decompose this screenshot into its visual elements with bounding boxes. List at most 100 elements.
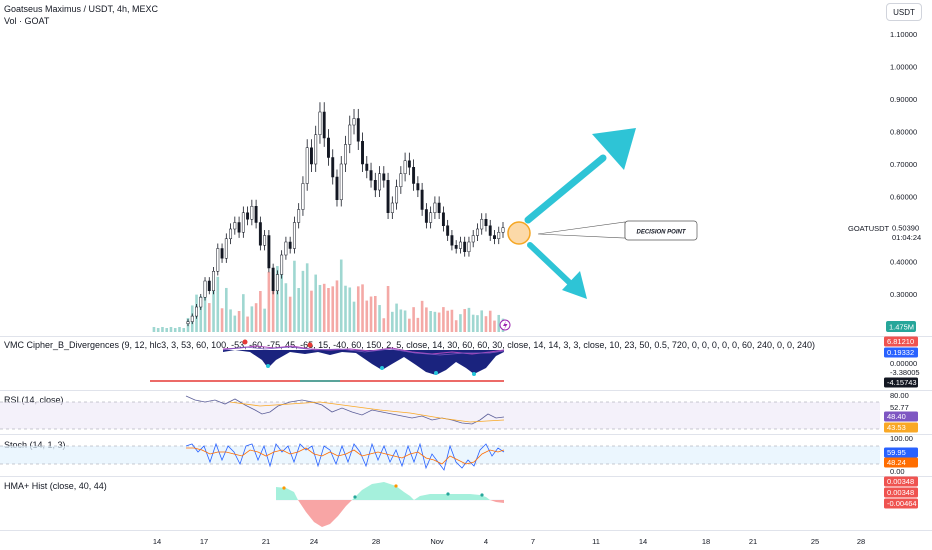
candle-body xyxy=(433,202,437,213)
candle-body xyxy=(322,111,326,139)
price-axis[interactable]: 1.10000 1.00000 0.90000 0.80000 0.70000 0.600… xyxy=(890,30,919,299)
candle-body xyxy=(386,180,390,213)
drawing-arrows[interactable]: DECISION POINT xyxy=(507,128,698,299)
indicator-tick: 52.77 xyxy=(890,403,909,412)
candle-body xyxy=(382,173,386,181)
pane-separator[interactable] xyxy=(0,336,932,337)
volume-bar xyxy=(173,328,177,332)
value-badge-bg xyxy=(884,347,918,358)
hma-neg2 xyxy=(490,500,504,503)
volume-bar xyxy=(246,316,249,332)
volume-bar xyxy=(169,327,173,332)
rsi-legend[interactable]: RSI (14, close) xyxy=(4,395,64,405)
currency-button[interactable]: USDT xyxy=(886,3,922,21)
volume-bar xyxy=(250,306,254,332)
stoch-pane xyxy=(0,442,880,471)
pane-separator[interactable] xyxy=(0,434,932,435)
date-tick: Nov xyxy=(430,537,444,546)
volume-bar xyxy=(339,259,343,332)
value-badge-bg xyxy=(884,476,918,487)
volume-bar xyxy=(433,311,437,332)
value-badge: 0.00348 xyxy=(887,477,914,486)
arrow-up-head xyxy=(592,128,636,170)
candle-body xyxy=(361,141,364,165)
vmc-dot xyxy=(472,372,476,376)
pane-separator[interactable] xyxy=(0,476,932,477)
date-tick: 21 xyxy=(749,537,757,546)
indicator-badges: 6.81210 0.19332 0.00000-3.38005-4.15743 80.… xyxy=(884,336,920,509)
volume-bar xyxy=(216,276,220,332)
volume-bar xyxy=(403,310,407,332)
volume-bar xyxy=(280,264,283,332)
volume-bar xyxy=(220,308,224,332)
rsi-pane xyxy=(0,395,880,430)
hma-pos3 xyxy=(414,494,490,500)
candle-body xyxy=(365,163,369,171)
price-tick: 0.40000 xyxy=(890,258,917,267)
volume-badge-bg xyxy=(886,321,916,332)
volume-bar xyxy=(165,328,169,332)
candle-body xyxy=(297,209,301,223)
countdown-label: 01:04:24 xyxy=(892,233,921,242)
volume-bar xyxy=(203,281,207,332)
volume-bar xyxy=(348,287,352,332)
candle-body xyxy=(501,227,505,233)
arrow-up-shaft xyxy=(524,154,607,224)
candle-body xyxy=(314,134,318,165)
candle-body xyxy=(207,280,211,291)
volume-bar xyxy=(467,307,471,332)
candle-body xyxy=(195,306,198,317)
volume-bar xyxy=(318,284,322,332)
candle-body xyxy=(344,144,347,165)
volume-bar xyxy=(484,316,488,332)
candle-body xyxy=(437,202,441,213)
candle-body xyxy=(275,274,279,291)
price-tick: 1.10000 xyxy=(890,30,917,39)
volume-bar xyxy=(212,275,215,332)
value-badge-bg xyxy=(884,487,918,498)
hma-legend[interactable]: HMA+ Hist (close, 40, 44) xyxy=(4,481,107,491)
callout-text: DECISION POINT xyxy=(636,230,686,236)
candle-body xyxy=(224,238,228,259)
volume-bar xyxy=(156,328,160,332)
vmc-pane xyxy=(150,339,505,382)
candle-body xyxy=(309,147,313,165)
candle-body xyxy=(212,271,215,291)
volume-bar xyxy=(242,294,245,332)
candle-body xyxy=(403,160,407,174)
volume-bar xyxy=(310,290,313,332)
candle-body xyxy=(395,186,399,204)
stoch-legend[interactable]: Stoch (14, 1, 3) xyxy=(4,440,66,450)
volume-bar xyxy=(233,315,237,332)
volume-bar xyxy=(476,315,479,332)
candle-body xyxy=(284,241,288,256)
indicator-tick: 0.00 xyxy=(890,467,905,476)
vmc-legend[interactable]: VMC Cipher_B_Divergences (9, 12, hlc3, 3… xyxy=(4,340,816,350)
candle-body xyxy=(271,267,275,291)
value-badge-bg xyxy=(884,377,918,388)
candle-body xyxy=(352,118,356,126)
volume-bar xyxy=(267,271,271,332)
candle-body xyxy=(246,212,250,220)
value-badge: -4.15743 xyxy=(887,378,917,387)
volume-bar xyxy=(199,296,203,332)
lightning-icon[interactable] xyxy=(499,319,511,331)
vmc-dot xyxy=(266,364,270,368)
date-tick: 7 xyxy=(531,537,535,546)
volume-bar xyxy=(344,285,347,332)
candle-body xyxy=(318,111,322,135)
date-axis[interactable]: 14 17 21 24 28 Nov 4 7 11 14 18 21 25 28 xyxy=(153,537,865,546)
volume-bar xyxy=(420,300,424,332)
value-badge-bg xyxy=(884,336,918,347)
rsi-ma xyxy=(229,401,505,423)
vmc-dot xyxy=(380,366,384,370)
pane-separator[interactable] xyxy=(0,390,932,391)
volume-bar xyxy=(386,286,390,332)
volume-bar xyxy=(288,296,292,332)
candle-body xyxy=(216,248,220,272)
date-tick: 11 xyxy=(592,537,600,546)
date-tick: 14 xyxy=(639,537,647,546)
pane-separator xyxy=(0,530,932,531)
